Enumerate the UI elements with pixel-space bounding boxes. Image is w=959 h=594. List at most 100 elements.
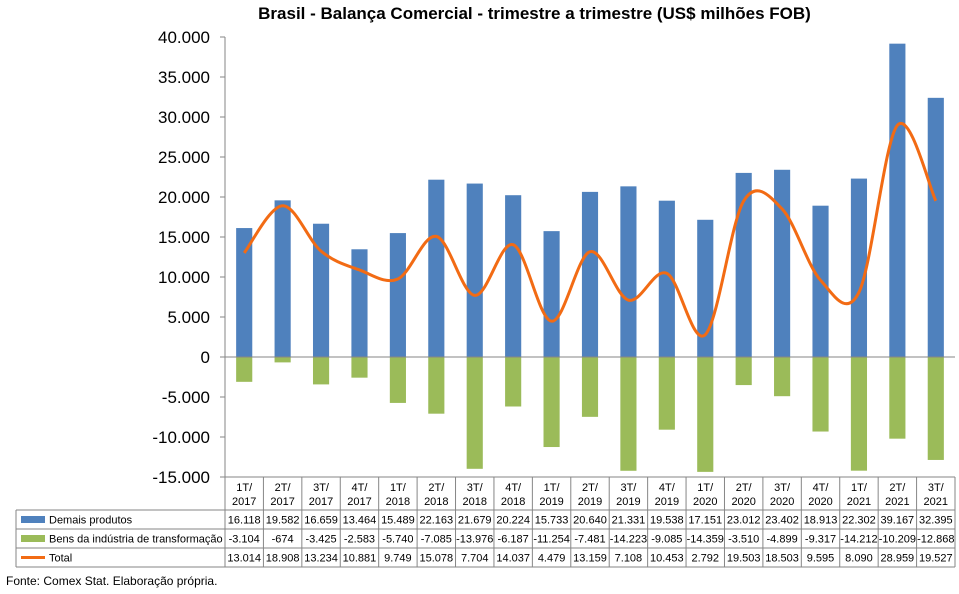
category-label: 1T/ xyxy=(390,482,407,494)
y-tick-label: 20.000 xyxy=(158,188,210,207)
data-label: -9.085 xyxy=(651,534,682,546)
bar xyxy=(505,195,522,357)
source-note: Fonte: Comex Stat. Elaboração própria. xyxy=(6,574,218,588)
category-label: 3T/ xyxy=(313,482,330,494)
bar xyxy=(581,191,599,357)
data-label: 19.538 xyxy=(650,515,684,527)
category-label: 1T/ xyxy=(697,482,714,494)
bar xyxy=(351,357,368,378)
data-label: -674 xyxy=(272,534,294,546)
bar xyxy=(236,357,253,382)
data-label: -9.317 xyxy=(805,534,836,546)
legend-key xyxy=(21,535,45,542)
data-label: 18.908 xyxy=(266,553,300,565)
data-label: 22.163 xyxy=(419,515,453,527)
category-label: 1T/ xyxy=(544,482,561,494)
bar xyxy=(274,357,291,363)
legend-key xyxy=(21,516,45,523)
data-label: 21.331 xyxy=(612,515,646,527)
data-label: 22.302 xyxy=(842,515,876,527)
data-label: 19.527 xyxy=(919,553,953,565)
bar xyxy=(889,43,906,357)
bar xyxy=(581,357,599,417)
data-label: 13.464 xyxy=(343,515,377,527)
legend-label: Total xyxy=(49,553,72,565)
bar xyxy=(312,223,330,357)
data-label: -3.510 xyxy=(728,534,759,546)
total-line xyxy=(243,121,938,338)
y-tick-label: -15.000 xyxy=(152,468,210,487)
data-label: 9.595 xyxy=(807,553,835,565)
category-label: 3T/ xyxy=(620,482,637,494)
bar xyxy=(658,357,675,430)
data-label: 15.489 xyxy=(381,515,415,527)
category-label: 4T/ xyxy=(813,482,830,494)
data-label: 16.118 xyxy=(228,515,261,527)
category-label: 2020 xyxy=(731,496,755,508)
bar xyxy=(927,357,944,460)
data-label: 7.704 xyxy=(461,553,489,565)
bar xyxy=(274,200,291,357)
bar xyxy=(620,186,637,357)
y-tick-label: 10.000 xyxy=(158,268,210,287)
data-label: -11.254 xyxy=(533,534,570,546)
category-label: 3T/ xyxy=(467,482,484,494)
bar xyxy=(543,357,560,448)
data-label: -14.223 xyxy=(610,534,647,546)
y-tick-label: -10.000 xyxy=(152,428,210,447)
data-label: 19.582 xyxy=(266,515,300,527)
bar xyxy=(774,357,791,397)
data-label: -3.104 xyxy=(229,534,260,546)
category-label: 2017 xyxy=(270,496,294,508)
category-label: 2018 xyxy=(386,496,410,508)
data-label: 28.959 xyxy=(881,553,915,565)
category-label: 2018 xyxy=(501,496,525,508)
data-label: 10.881 xyxy=(343,553,377,565)
category-label: 2T/ xyxy=(582,482,599,494)
category-label: 2017 xyxy=(232,496,256,508)
bar xyxy=(312,357,330,385)
y-tick-label: 0 xyxy=(201,348,210,367)
data-label: 15.733 xyxy=(535,515,569,527)
category-label: 1T/ xyxy=(236,482,253,494)
bar xyxy=(812,357,829,432)
data-label: 10.453 xyxy=(650,553,684,565)
category-label: 2019 xyxy=(539,496,563,508)
category-label: 1T/ xyxy=(851,482,868,494)
y-tick-label: 40.000 xyxy=(158,28,210,47)
data-label: -12.868 xyxy=(917,534,954,546)
data-label: 23.402 xyxy=(765,515,799,527)
category-label: 2T/ xyxy=(889,482,906,494)
bar xyxy=(697,357,714,472)
category-label: 3T/ xyxy=(928,482,945,494)
data-label: -3.425 xyxy=(305,534,336,546)
chart-title: Brasil - Balança Comercial - trimestre a… xyxy=(258,4,811,23)
category-label: 2020 xyxy=(808,496,832,508)
legend-label: Demais produtos xyxy=(49,515,133,527)
data-label: -6.187 xyxy=(498,534,529,546)
data-label: 2.792 xyxy=(691,553,719,565)
bar xyxy=(428,179,445,357)
category-label: 2019 xyxy=(616,496,640,508)
bar xyxy=(697,219,714,357)
category-label: 2018 xyxy=(424,496,448,508)
bar xyxy=(774,169,791,357)
category-label: 2017 xyxy=(309,496,333,508)
category-label: 3T/ xyxy=(774,482,791,494)
category-label: 2T/ xyxy=(275,482,292,494)
legend-label: Bens da indústria de transformação xyxy=(49,534,223,546)
category-label: 2020 xyxy=(693,496,717,508)
y-tick-label: -5.000 xyxy=(162,388,210,407)
category-label: 2021 xyxy=(924,496,948,508)
category-label: 2019 xyxy=(655,496,679,508)
data-label: 13.234 xyxy=(304,553,338,565)
data-label: 19.503 xyxy=(727,553,761,565)
data-label: -13.976 xyxy=(456,534,493,546)
category-label: 2017 xyxy=(347,496,371,508)
category-label: 2018 xyxy=(462,496,486,508)
bar xyxy=(850,178,868,357)
data-label: -5.740 xyxy=(382,534,413,546)
data-label: 21.679 xyxy=(458,515,492,527)
data-label: 32.395 xyxy=(919,515,953,527)
bar xyxy=(850,357,868,471)
